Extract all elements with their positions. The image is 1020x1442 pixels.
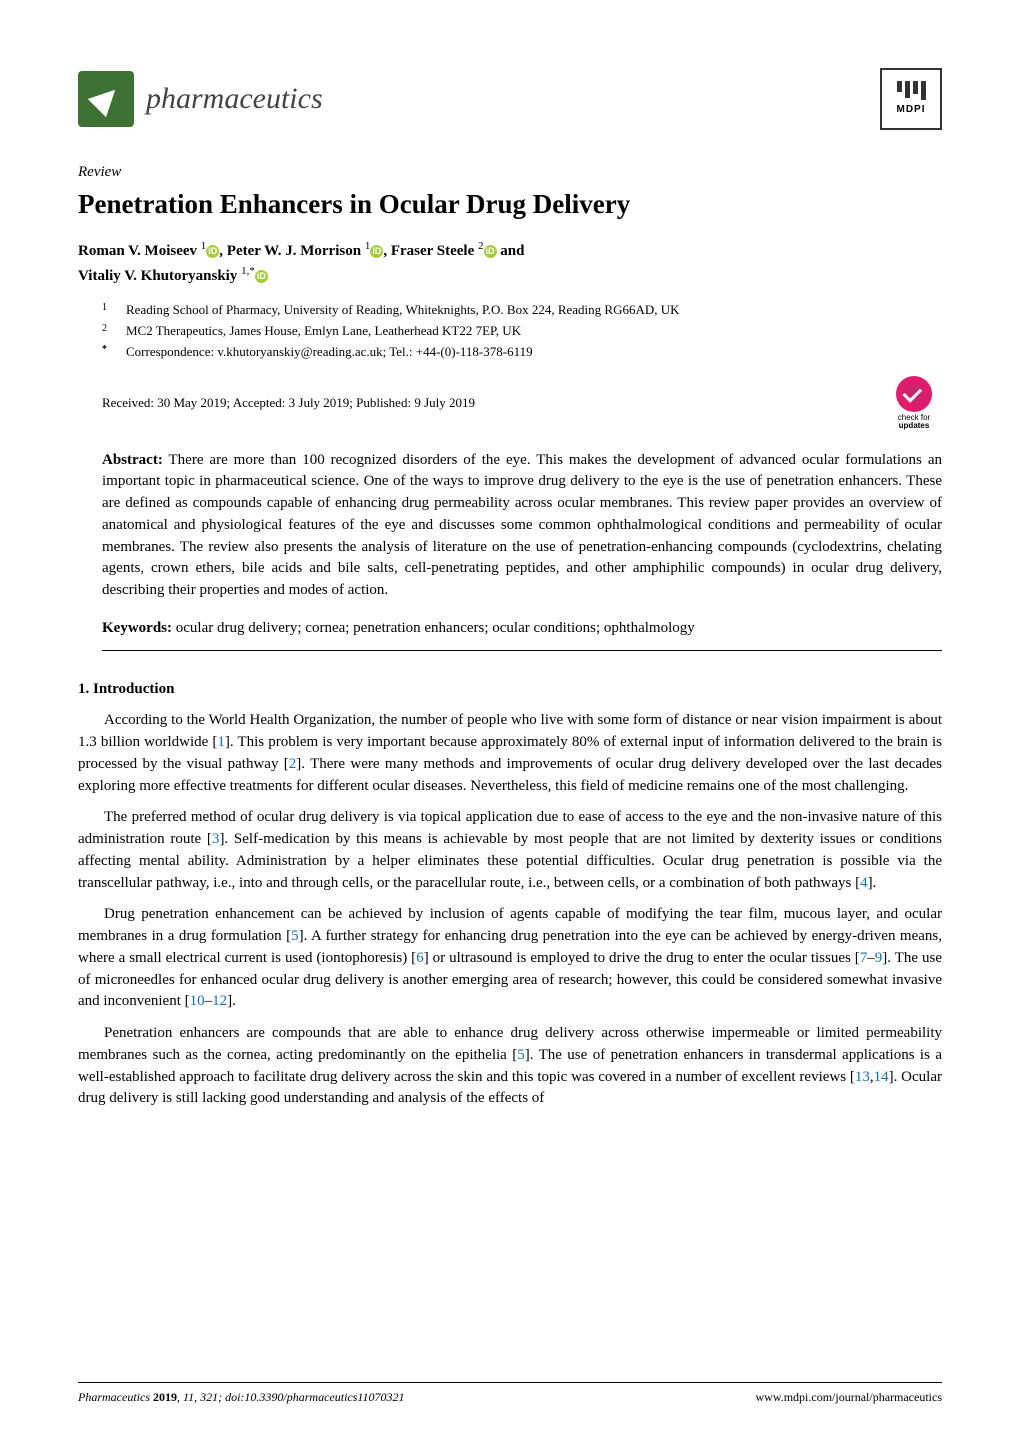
reference-link[interactable]: 1 <box>217 734 225 750</box>
affiliations-block: 1 Reading School of Pharmacy, University… <box>78 301 942 362</box>
page-footer: Pharmaceutics 2019, 11, 321; doi:10.3390… <box>78 1382 942 1406</box>
journal-logo: pharmaceutics <box>78 71 323 127</box>
author-4-affnum: 1,* <box>241 265 255 277</box>
footer-url[interactable]: www.mdpi.com/journal/pharmaceutics <box>755 1389 942 1406</box>
reference-link[interactable]: 7 <box>860 950 868 966</box>
body-text: According to the World Health Organizati… <box>78 710 942 1110</box>
check-updates-icon <box>896 376 932 412</box>
footer-details: , 11, 321; doi:10.3390/pharmaceutics1107… <box>177 1390 405 1404</box>
author-3: , Fraser Steele <box>383 243 478 259</box>
body-paragraph: According to the World Health Organizati… <box>78 710 942 797</box>
page-header: pharmaceutics MDPI <box>78 68 942 130</box>
affiliation-num: 2 <box>102 322 112 341</box>
reference-link[interactable]: 10 <box>190 993 205 1009</box>
reference-link[interactable]: 14 <box>874 1069 889 1085</box>
abstract-label: Abstract: <box>102 452 163 468</box>
orcid-icon[interactable]: iD <box>255 270 268 283</box>
article-type: Review <box>78 162 942 184</box>
reference-link[interactable]: 3 <box>212 831 220 847</box>
body-paragraph: The preferred method of ocular drug deli… <box>78 807 942 894</box>
keywords-text: ocular drug delivery; cornea; penetratio… <box>172 620 695 636</box>
affiliation-num: 1 <box>102 301 112 320</box>
author-3-affnum: 2 <box>478 240 484 252</box>
reference-link[interactable]: 5 <box>291 928 299 944</box>
check-updates-badge[interactable]: check forupdates <box>886 376 942 432</box>
affiliation-text: MC2 Therapeutics, James House, Emlyn Lan… <box>126 322 521 341</box>
section-divider <box>102 650 942 651</box>
footer-journal: Pharmaceutics <box>78 1390 153 1404</box>
correspondence-marker: * <box>102 343 112 362</box>
author-and: and <box>497 243 525 259</box>
author-4: Vitaliy V. Khutoryanskiy <box>78 268 241 284</box>
journal-name: pharmaceutics <box>146 77 323 121</box>
reference-link[interactable]: 6 <box>416 950 424 966</box>
affiliation-row: 2 MC2 Therapeutics, James House, Emlyn L… <box>102 322 942 341</box>
publisher-name: MDPI <box>897 103 926 118</box>
publisher-logo: MDPI <box>880 68 942 130</box>
author-2: , Peter W. J. Morrison <box>219 243 365 259</box>
footer-citation: Pharmaceutics 2019, 11, 321; doi:10.3390… <box>78 1389 405 1406</box>
journal-logo-icon <box>78 71 134 127</box>
orcid-icon[interactable]: iD <box>370 245 383 258</box>
author-1: Roman V. Moiseev <box>78 243 201 259</box>
correspondence-text: Correspondence: v.khutoryanskiy@reading.… <box>126 343 533 362</box>
authors-block: Roman V. Moiseev 1iD, Peter W. J. Morris… <box>78 238 942 287</box>
affiliation-row: * Correspondence: v.khutoryanskiy@readin… <box>102 343 942 362</box>
body-paragraph: Penetration enhancers are compounds that… <box>78 1023 942 1110</box>
check-updates-label: check forupdates <box>898 414 930 430</box>
abstract-block: Abstract: There are more than 100 recogn… <box>78 450 942 602</box>
affiliation-row: 1 Reading School of Pharmacy, University… <box>102 301 942 320</box>
orcid-icon[interactable]: iD <box>206 245 219 258</box>
orcid-icon[interactable]: iD <box>484 245 497 258</box>
reference-link[interactable]: 5 <box>517 1047 525 1063</box>
footer-link[interactable]: www.mdpi.com/journal/pharmaceutics <box>755 1390 942 1404</box>
dates-row: Received: 30 May 2019; Accepted: 3 July … <box>78 376 942 432</box>
body-paragraph: Drug penetration enhancement can be achi… <box>78 904 942 1013</box>
reference-link[interactable]: 2 <box>289 756 297 772</box>
affiliation-text: Reading School of Pharmacy, University o… <box>126 301 680 320</box>
reference-link[interactable]: 13 <box>855 1069 870 1085</box>
section-heading: 1. Introduction <box>78 679 942 701</box>
footer-year: 2019 <box>153 1390 177 1404</box>
keywords-block: Keywords: ocular drug delivery; cornea; … <box>78 618 942 640</box>
publication-dates: Received: 30 May 2019; Accepted: 3 July … <box>102 394 475 413</box>
reference-link[interactable]: 12 <box>212 993 227 1009</box>
reference-link[interactable]: 4 <box>860 875 868 891</box>
keywords-label: Keywords: <box>102 620 172 636</box>
mdpi-bars-icon <box>897 81 926 100</box>
reference-link[interactable]: 9 <box>875 950 883 966</box>
article-title: Penetration Enhancers in Ocular Drug Del… <box>78 188 942 220</box>
abstract-text: There are more than 100 recognized disor… <box>102 452 942 599</box>
